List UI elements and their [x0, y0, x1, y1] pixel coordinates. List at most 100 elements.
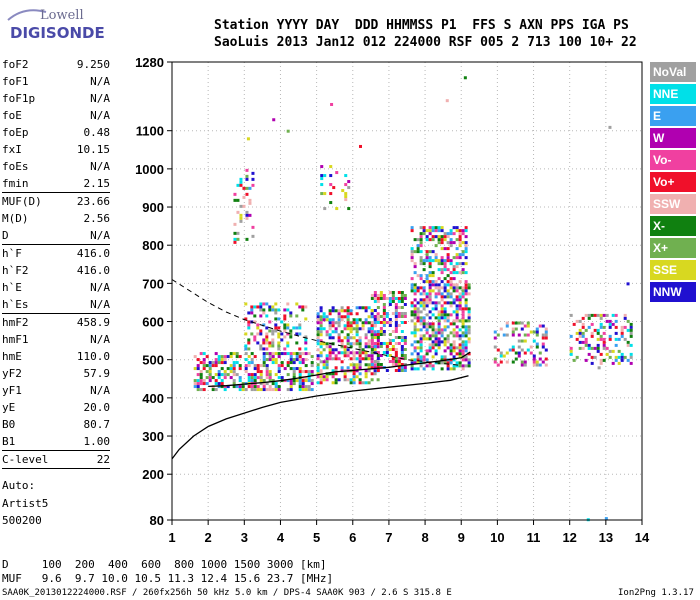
- echo-point: [388, 339, 392, 342]
- echo-point: [464, 280, 468, 284]
- echo-point: [196, 364, 200, 368]
- echo-point: [397, 300, 401, 303]
- echo-point: [446, 232, 450, 236]
- echo-point: [437, 286, 441, 290]
- echo-point: [413, 334, 417, 338]
- echo-point: [220, 355, 224, 359]
- echo-point: [419, 241, 423, 245]
- echo-point: [265, 364, 269, 368]
- echo-point: [196, 382, 200, 386]
- param-name: foF1p: [2, 92, 36, 105]
- echo-point: [590, 346, 594, 350]
- echo-point: [499, 327, 503, 331]
- echo-point: [452, 322, 456, 326]
- echo-point: [376, 369, 380, 372]
- scattered-point: [359, 144, 362, 148]
- echo-point: [526, 333, 530, 337]
- echo-point: [361, 321, 365, 325]
- echo-point: [464, 229, 468, 233]
- echo-point: [455, 331, 459, 335]
- echo-point: [502, 333, 506, 337]
- echo-point: [370, 360, 374, 364]
- param-row: B0 80.7: [2, 416, 110, 433]
- echo-point: [464, 340, 468, 344]
- echo-point: [373, 336, 377, 339]
- echo-point: [602, 340, 606, 344]
- echo-point: [295, 332, 299, 336]
- echo-point: [419, 334, 423, 338]
- echo-point: [280, 364, 284, 368]
- echo-point: [223, 355, 227, 359]
- x-tick-label: 11: [527, 530, 541, 545]
- echo-point: [452, 331, 456, 335]
- echo-point: [437, 238, 441, 242]
- echo-point: [238, 379, 242, 383]
- echo-point: [262, 352, 266, 356]
- echo-point: [301, 370, 305, 374]
- echo-point: [236, 237, 240, 241]
- param-value: N/A: [90, 92, 110, 105]
- echo-point: [428, 301, 432, 305]
- echo-point: [223, 358, 227, 362]
- echo-point: [449, 286, 453, 290]
- echo-point: [608, 334, 612, 338]
- echo-point: [349, 381, 353, 385]
- echo-point: [428, 259, 432, 263]
- echo-point: [251, 171, 255, 175]
- echo-point: [370, 312, 374, 316]
- echo-point: [499, 354, 503, 358]
- echo-point: [455, 283, 459, 287]
- echo-point: [382, 330, 386, 333]
- echo-point: [250, 379, 254, 383]
- echo-point: [307, 379, 311, 383]
- echo-point: [394, 327, 398, 330]
- echo-point: [223, 388, 227, 392]
- echo-point: [602, 358, 606, 362]
- echo-point: [316, 372, 320, 376]
- echo-point: [316, 330, 320, 334]
- echo-point: [346, 312, 350, 316]
- echo-point: [458, 244, 462, 248]
- echo-point: [244, 352, 248, 356]
- echo-point: [458, 301, 462, 305]
- echo-point: [319, 327, 323, 331]
- echo-point: [410, 319, 414, 323]
- echo-point: [419, 250, 423, 254]
- echo-point: [464, 304, 468, 308]
- param-name: yE: [2, 401, 16, 414]
- echo-point: [220, 358, 224, 362]
- echo-point: [449, 238, 453, 242]
- echo-point: [391, 291, 395, 294]
- echo-point: [274, 317, 278, 321]
- echo-point: [440, 328, 444, 332]
- echo-point: [274, 308, 278, 312]
- echo-point: [286, 352, 290, 356]
- echo-point: [310, 373, 314, 377]
- echo-point: [532, 339, 536, 343]
- echo-point: [397, 363, 401, 366]
- echo-point: [400, 369, 404, 372]
- echo-point: [304, 379, 308, 383]
- echo-point: [455, 325, 459, 329]
- echo-point: [496, 363, 500, 367]
- echo-point: [425, 337, 429, 341]
- echo-point: [352, 327, 356, 331]
- echo-point: [400, 345, 404, 348]
- echo-point: [452, 241, 456, 245]
- echo-point: [499, 351, 503, 355]
- echo-point: [331, 324, 335, 328]
- y-tick-label: 400: [142, 391, 164, 406]
- echo-point: [434, 229, 438, 233]
- echo-point: [520, 327, 524, 331]
- echo-point: [493, 360, 497, 364]
- echo-point: [193, 379, 197, 383]
- echo-point: [410, 364, 414, 368]
- echo-point: [523, 360, 527, 364]
- legend-item: SSW: [650, 194, 696, 214]
- echo-point: [334, 381, 338, 385]
- echo-point: [244, 302, 248, 306]
- echo-point: [428, 289, 432, 293]
- echo-point: [388, 297, 392, 300]
- echo-point: [196, 367, 200, 371]
- echo-point: [325, 357, 329, 361]
